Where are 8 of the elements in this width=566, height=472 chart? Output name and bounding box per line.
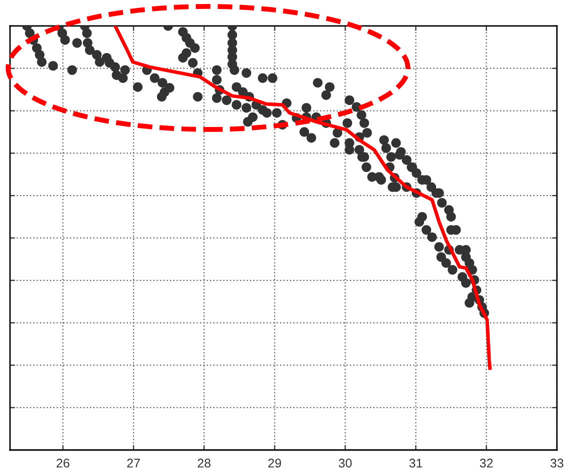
x-tick-label: 32 [480,458,493,468]
x-tick-label: 31 [409,458,422,468]
x-tick-label: 33 [550,458,564,468]
x-tick-label: 29 [268,458,282,468]
x-tick-label: 27 [127,458,140,468]
x-tick-label: 28 [198,458,210,468]
x-tick-label: 26 [56,458,70,468]
x-tick-label: 30 [338,458,352,468]
